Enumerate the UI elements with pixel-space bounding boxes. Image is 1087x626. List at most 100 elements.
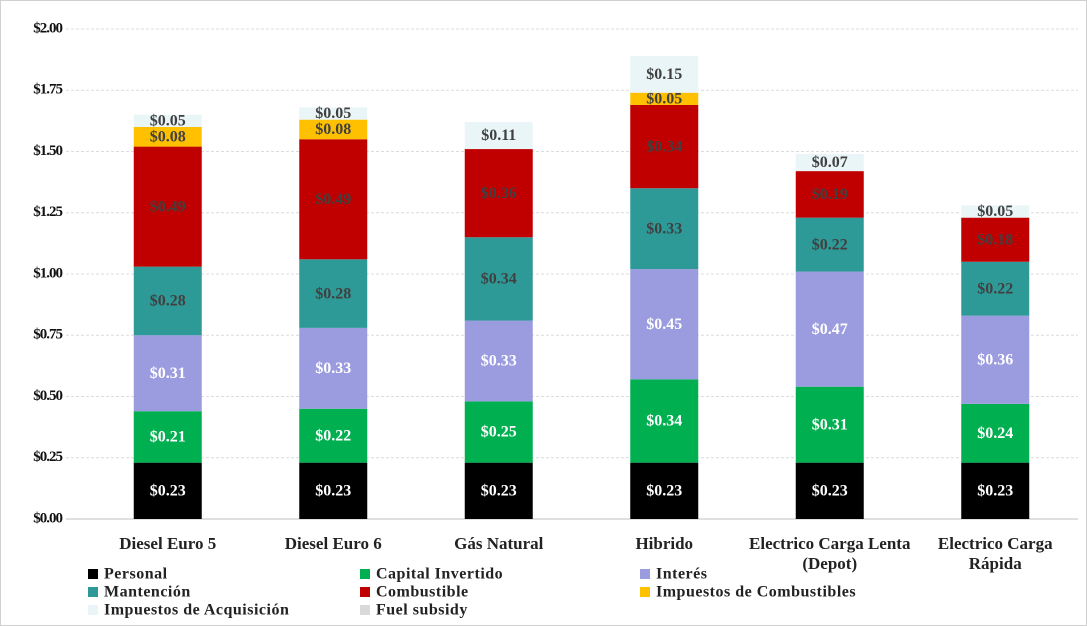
bar-segment bbox=[133, 335, 202, 412]
y-tick-label: $1.25 bbox=[33, 204, 62, 220]
y-tick-label: $1.50 bbox=[33, 143, 62, 159]
y-tick-label: $0.25 bbox=[33, 449, 62, 465]
data-label: $0.24 bbox=[977, 425, 1013, 442]
bar-segment bbox=[961, 462, 1030, 519]
data-label: $0.28 bbox=[150, 293, 186, 310]
bar-segment bbox=[464, 237, 533, 321]
data-label: $0.34 bbox=[646, 413, 682, 430]
legend-swatch bbox=[360, 587, 370, 597]
x-tick-label: Diesel Euro 6 bbox=[284, 534, 382, 553]
legend-label: Personal bbox=[104, 566, 168, 583]
data-label: $0.15 bbox=[646, 66, 682, 83]
legend-label: Capital Invertido bbox=[376, 566, 503, 583]
bar-segment bbox=[630, 269, 699, 380]
data-label: $0.22 bbox=[315, 427, 351, 444]
x-tick-label: Gás Natural bbox=[454, 534, 544, 553]
data-label: $0.31 bbox=[150, 365, 186, 382]
data-label: $0.11 bbox=[481, 127, 516, 144]
data-label: $0.36 bbox=[481, 185, 517, 202]
bar-segment bbox=[961, 217, 1030, 262]
data-label: $0.23 bbox=[977, 482, 1013, 499]
bar-segment bbox=[464, 320, 533, 402]
legend-swatch bbox=[88, 605, 98, 615]
bar-segment bbox=[299, 408, 368, 463]
bar-segment bbox=[795, 462, 864, 519]
legend-label: Mantención bbox=[104, 584, 191, 601]
x-tick-label: Diesel Euro 5 bbox=[119, 534, 217, 553]
bar-segment bbox=[961, 403, 1030, 463]
legend-swatch bbox=[88, 587, 98, 597]
legend-swatch bbox=[360, 569, 370, 579]
legend-label: Combustible bbox=[376, 584, 469, 601]
bar-segment bbox=[464, 122, 533, 150]
bar-segment bbox=[133, 266, 202, 336]
bar-segment bbox=[630, 104, 699, 189]
bar-segment bbox=[299, 327, 368, 409]
data-label: $0.08 bbox=[315, 121, 351, 138]
bar-segment bbox=[133, 114, 202, 127]
bar-segment bbox=[795, 171, 864, 218]
y-tick-label: $0.00 bbox=[33, 510, 62, 526]
bar-segment bbox=[133, 127, 202, 147]
x-tick-label: Hibrido bbox=[635, 534, 694, 553]
data-label: $0.08 bbox=[150, 128, 186, 145]
bar-segment bbox=[630, 462, 699, 519]
bar-segment bbox=[961, 315, 1030, 404]
bar-segment bbox=[133, 462, 202, 519]
legend-label: Interés bbox=[656, 566, 707, 583]
data-label: $0.33 bbox=[315, 360, 351, 377]
bar-segment bbox=[299, 107, 368, 120]
data-label: $0.49 bbox=[150, 198, 186, 215]
data-label: $0.49 bbox=[315, 191, 351, 208]
data-label: $0.33 bbox=[481, 353, 517, 370]
bar-segment bbox=[795, 153, 864, 172]
bar-segment bbox=[795, 217, 864, 272]
data-label: $0.23 bbox=[150, 482, 186, 499]
x-tick-label: Electrico Carga Lenta (Depot) bbox=[749, 534, 911, 573]
data-label: $0.22 bbox=[977, 280, 1013, 297]
data-label: $0.23 bbox=[646, 482, 682, 499]
y-tick-label: $0.75 bbox=[33, 327, 62, 343]
bar-segment bbox=[464, 462, 533, 519]
bar-segment bbox=[133, 146, 202, 267]
data-label: $0.23 bbox=[812, 482, 848, 499]
data-label: $0.05 bbox=[315, 105, 351, 122]
legend-swatch bbox=[88, 569, 98, 579]
bar-segment bbox=[133, 411, 202, 463]
data-label: $0.18 bbox=[977, 231, 1013, 248]
bar-segment bbox=[961, 205, 1030, 218]
x-tick-label: Electrico Carga Rápida bbox=[937, 534, 1053, 573]
bar-segment bbox=[630, 379, 699, 463]
bar-segment bbox=[630, 55, 699, 93]
data-label: $0.07 bbox=[812, 154, 848, 171]
bar-segment bbox=[464, 401, 533, 463]
data-label: $0.33 bbox=[646, 220, 682, 237]
data-label: $0.23 bbox=[481, 482, 517, 499]
data-label: $0.47 bbox=[812, 321, 848, 338]
bar-segment bbox=[299, 462, 368, 519]
data-label: $0.21 bbox=[150, 429, 186, 446]
legend-swatch bbox=[640, 587, 650, 597]
data-label: $0.23 bbox=[315, 482, 351, 499]
data-label: $0.31 bbox=[812, 416, 848, 433]
legend-swatch bbox=[640, 569, 650, 579]
data-label: $0.25 bbox=[481, 424, 517, 441]
y-tick-label: $2.00 bbox=[33, 20, 62, 36]
bar-segment bbox=[961, 261, 1030, 316]
data-label: $0.36 bbox=[977, 351, 1013, 368]
bar-segment bbox=[299, 139, 368, 260]
bar-segment bbox=[795, 386, 864, 463]
data-label: $0.05 bbox=[150, 113, 186, 130]
bar-segment bbox=[630, 92, 699, 105]
data-label: $0.19 bbox=[812, 186, 848, 203]
data-label: $0.34 bbox=[646, 138, 682, 155]
legend-swatch bbox=[360, 605, 370, 615]
legend-label: Impuestos de Combustibles bbox=[656, 584, 856, 601]
data-label: $0.22 bbox=[812, 236, 848, 253]
bar-segment bbox=[299, 259, 368, 328]
data-label: $0.34 bbox=[481, 271, 517, 288]
bar-segment bbox=[630, 188, 699, 270]
data-label: $0.45 bbox=[646, 316, 682, 333]
